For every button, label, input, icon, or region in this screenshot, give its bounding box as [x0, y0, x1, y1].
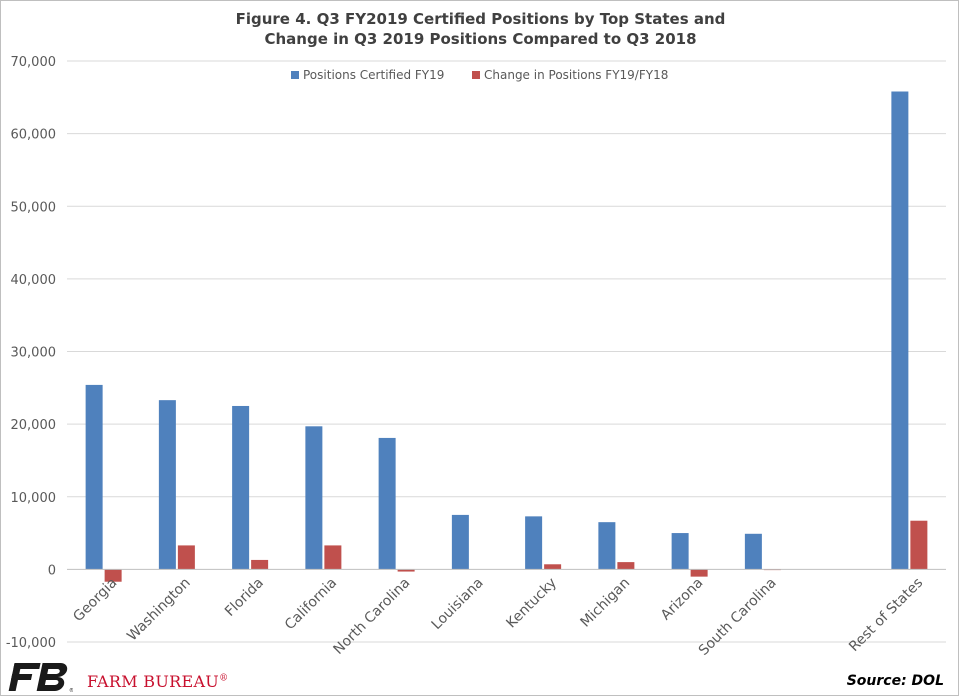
bar-positions-certified: [379, 438, 396, 569]
bar-positions-certified: [305, 426, 322, 569]
bar-change-in-positions: [178, 545, 195, 569]
bar-positions-certified: [598, 522, 615, 569]
bar-positions-certified: [525, 516, 542, 569]
y-tick-label: 20,000: [11, 418, 57, 433]
bar-positions-certified: [672, 533, 689, 569]
y-tick-label: 40,000: [11, 273, 57, 288]
y-tick-label: 30,000: [11, 346, 57, 361]
x-category-label: Arizona: [658, 575, 707, 624]
brand-registered-mark: ®: [219, 674, 228, 684]
x-category-label: Rest of States: [846, 575, 926, 655]
brand-text: FARM BUREAU: [87, 672, 219, 691]
bar-positions-certified: [745, 534, 762, 570]
bar-change-in-positions: [251, 560, 268, 569]
farm-bureau-logo-icon: ®: [7, 661, 73, 693]
legend-swatch-positions-certified: [291, 71, 299, 79]
y-tick-label: -10,000: [6, 636, 56, 651]
y-tick-label: 70,000: [11, 55, 57, 70]
bar-positions-certified: [232, 406, 249, 569]
x-category-label: South Carolina: [696, 575, 780, 659]
farm-bureau-wordmark: FARM BUREAU®: [87, 672, 228, 691]
bar-change-in-positions: [544, 564, 561, 569]
legend-label-change-in-positions: Change in Positions FY19/FY18: [484, 68, 668, 82]
y-tick-label: 50,000: [11, 200, 57, 215]
bar-positions-certified: [891, 92, 908, 570]
bar-change-in-positions: [617, 562, 634, 569]
y-tick-label: 60,000: [11, 128, 57, 143]
x-category-label: Louisiana: [429, 575, 487, 633]
bar-change-in-positions: [910, 521, 927, 570]
y-tick-label: 0: [48, 563, 56, 578]
x-category-label: Georgia: [70, 575, 120, 625]
bar-positions-certified: [452, 515, 469, 569]
y-tick-label: 10,000: [11, 491, 57, 506]
legend-label-positions-certified: Positions Certified FY19: [303, 68, 444, 82]
bar-change-in-positions: [324, 545, 341, 569]
legend-swatch-change-in-positions: [472, 71, 480, 79]
x-category-label: North Carolina: [331, 575, 414, 658]
x-category-label: California: [282, 575, 340, 633]
source-note: Source: DOL: [847, 673, 944, 689]
x-category-label: Michigan: [577, 575, 633, 631]
x-category-label: Washington: [124, 575, 193, 644]
x-category-label: Florida: [222, 575, 267, 620]
x-category-label: Kentucky: [503, 575, 560, 632]
bar-positions-certified: [159, 400, 176, 569]
bar-positions-certified: [86, 385, 103, 569]
svg-text:®: ®: [69, 687, 73, 693]
